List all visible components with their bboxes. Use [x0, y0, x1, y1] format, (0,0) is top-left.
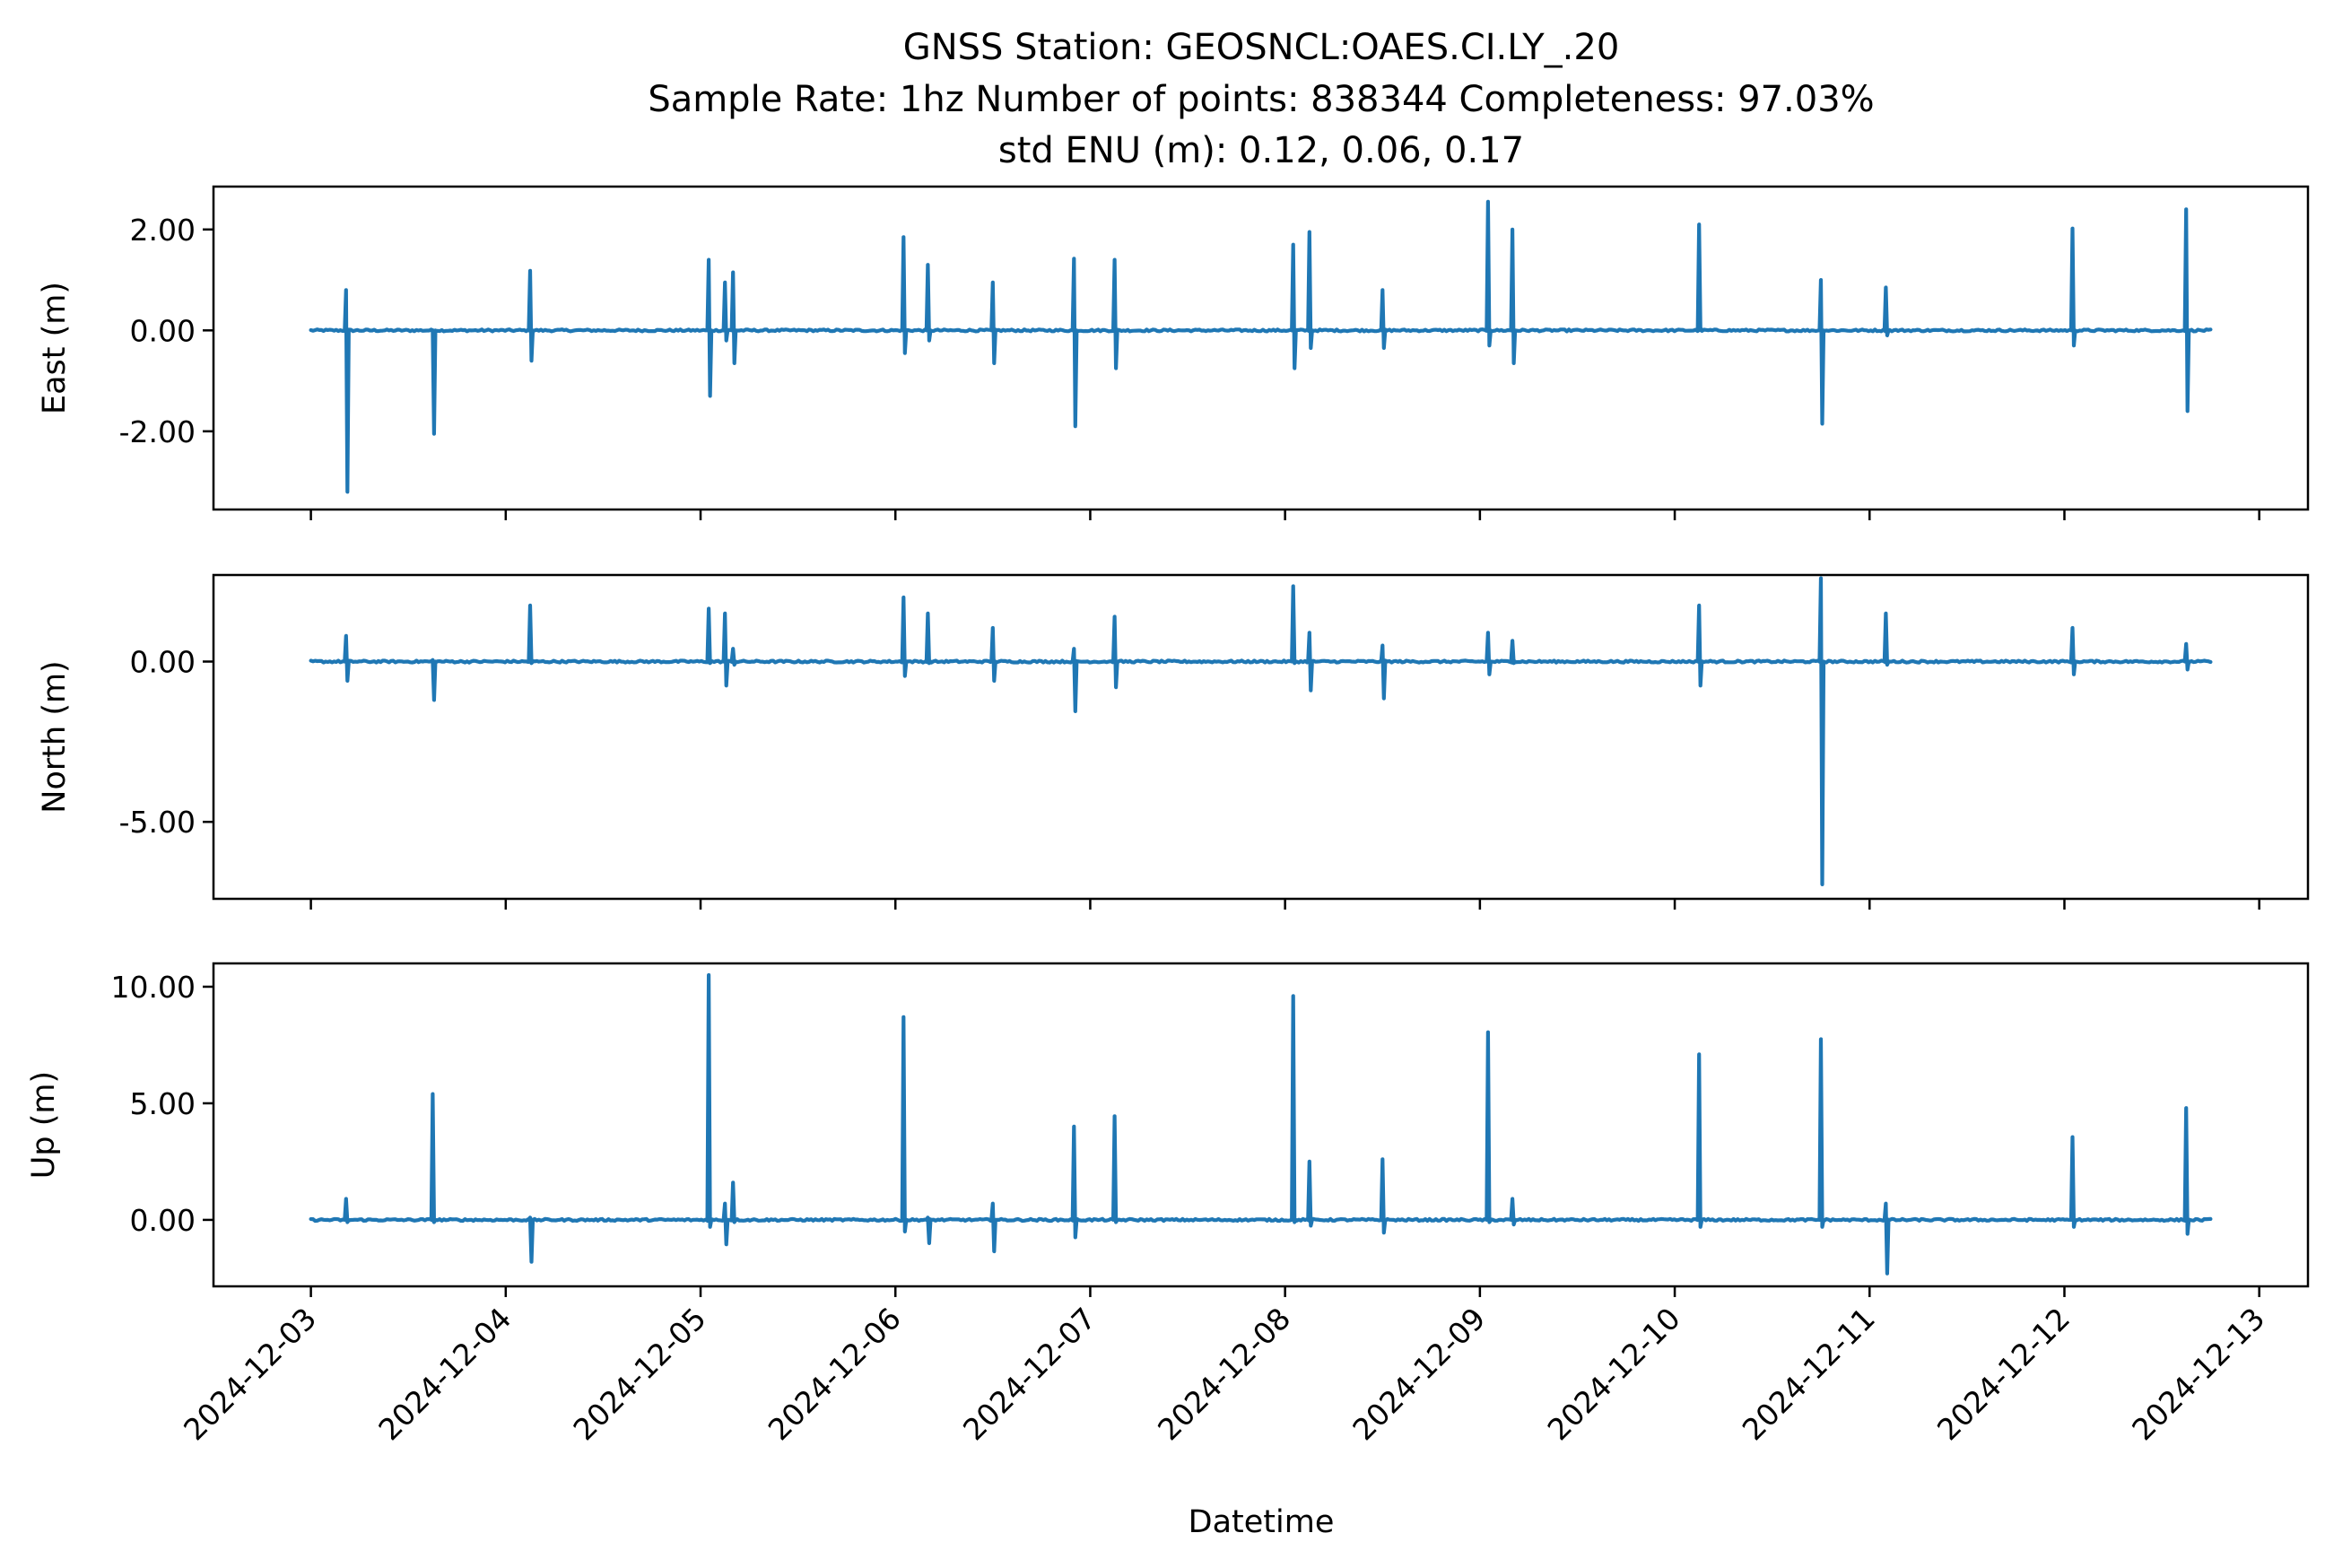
north-spike [2182, 641, 2191, 672]
up-spike [2182, 1106, 2191, 1236]
east-spike [1290, 242, 1298, 370]
east-panel: 2.00 0.00 -2.00 East (m) [37, 185, 2310, 520]
east-spike [1882, 285, 1891, 337]
north-spike [429, 658, 438, 702]
north-spike [1110, 614, 1119, 690]
up-axis: 10.00 5.00 0.00 [111, 970, 2260, 1297]
up-plot-frame [212, 962, 2310, 1288]
north-spike [1882, 611, 1891, 667]
east-ytick-label: 0.00 [130, 313, 196, 348]
up-spike [1379, 1157, 1388, 1235]
up-spike [2068, 1135, 2077, 1229]
up-y-axis-label: Up (m) [26, 1071, 62, 1179]
up-spike [900, 1015, 909, 1234]
north-spike [343, 633, 351, 684]
east-spike [429, 328, 438, 436]
east-spike [1485, 199, 1493, 348]
north-panel: 0.00 -5.00 North (m) [37, 573, 2310, 910]
north-spike [1695, 603, 1704, 688]
east-spike [924, 263, 933, 343]
up-panel: 10.00 5.00 0.00 Up (m) [26, 962, 2310, 1297]
north-spike [989, 625, 997, 684]
north-spike [1306, 631, 1314, 693]
north-spike [924, 611, 933, 666]
east-spike [705, 257, 714, 398]
north-spike [705, 606, 714, 666]
east-spike [1306, 230, 1314, 351]
east-spike [1379, 288, 1388, 351]
north-spike [2068, 625, 2077, 676]
up-spike [1509, 1197, 1518, 1227]
up-ytick-label: 10.00 [111, 970, 196, 1005]
up-series [309, 972, 2213, 1276]
north-series-baseline [309, 658, 2213, 665]
up-spike [1110, 1114, 1119, 1224]
east-y-axis-label: East (m) [37, 282, 73, 414]
up-ytick-label: 5.00 [130, 1086, 196, 1121]
east-spike [989, 280, 997, 365]
up-spike [705, 972, 714, 1229]
east-spike [1070, 257, 1079, 429]
east-ytick-label: 2.00 [130, 213, 196, 248]
east-spike [721, 280, 730, 343]
up-spike [729, 1180, 738, 1224]
up-spike [924, 1215, 933, 1246]
north-spike [900, 595, 909, 678]
north-spike [1485, 631, 1493, 676]
up-spike [1485, 1030, 1493, 1224]
up-spike [1882, 1201, 1891, 1276]
up-spike [429, 1092, 438, 1224]
north-y-axis-label: North (m) [37, 660, 73, 813]
east-spike [1110, 257, 1119, 370]
north-spike [527, 603, 536, 666]
chart-title: GNSS Station: GEOSNCL:OAES.CI.LY_.20 Sam… [648, 27, 1874, 171]
north-axis: 0.00 -5.00 [119, 645, 2260, 910]
east-spike [2068, 226, 2077, 348]
north-spike [1379, 643, 1388, 701]
up-spike [989, 1201, 997, 1254]
up-spike [1817, 1037, 1826, 1229]
north-spike [1817, 576, 1826, 887]
north-spike [1070, 647, 1079, 714]
up-ytick-label: 0.00 [130, 1203, 196, 1238]
east-spike [1509, 227, 1518, 365]
title-line-2: Sample Rate: 1hz Number of points: 83834… [648, 79, 1874, 120]
up-spike [343, 1197, 351, 1224]
north-spike [1290, 584, 1298, 666]
x-axis-label: Datetime [1189, 1504, 1335, 1540]
north-spike [1509, 639, 1518, 666]
north-plot-frame [212, 573, 2310, 901]
east-series-baseline [309, 327, 2213, 334]
up-spike [1306, 1159, 1314, 1228]
up-series-baseline [309, 1216, 2213, 1224]
east-axis: 2.00 0.00 -2.00 [119, 213, 2260, 520]
north-series [309, 576, 2213, 887]
east-plot-frame [212, 185, 2310, 511]
title-line-3: std ENU (m): 0.12, 0.06, 0.17 [998, 130, 1524, 171]
up-spike [1070, 1124, 1079, 1240]
east-spike [2182, 207, 2191, 414]
up-spike [1695, 1052, 1704, 1229]
east-spike [1695, 222, 1704, 333]
east-spike [527, 268, 536, 363]
north-spike [729, 647, 738, 667]
east-series [309, 199, 2213, 494]
north-ytick-label: -5.00 [119, 805, 196, 840]
east-ytick-label: -2.00 [119, 414, 196, 449]
north-ytick-label: 0.00 [130, 645, 196, 680]
east-spike [1817, 278, 1826, 426]
up-spike [1290, 994, 1298, 1224]
east-spike [729, 270, 738, 365]
north-spike [721, 611, 730, 688]
up-spike [527, 1215, 536, 1264]
up-spike [721, 1201, 730, 1247]
title-line-1: GNSS Station: GEOSNCL:OAES.CI.LY_.20 [903, 27, 1620, 68]
east-spike [343, 288, 351, 494]
east-spike [900, 235, 909, 355]
